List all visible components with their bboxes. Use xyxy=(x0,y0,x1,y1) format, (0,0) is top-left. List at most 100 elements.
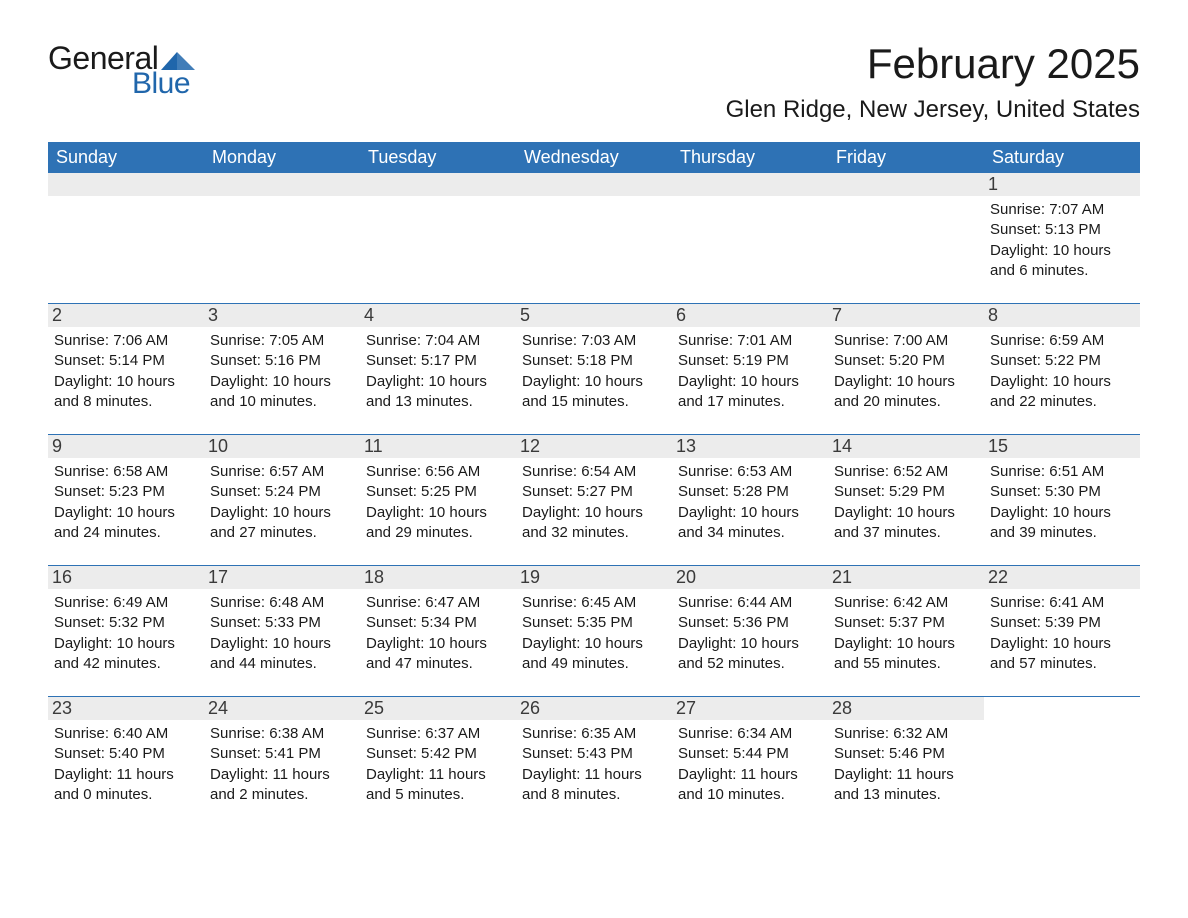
day-details: Sunrise: 6:53 AMSunset: 5:28 PMDaylight:… xyxy=(678,462,822,543)
day-number: 28 xyxy=(828,697,984,720)
dow-saturday: Saturday xyxy=(984,142,1140,173)
day-number: 9 xyxy=(48,435,204,458)
day-details: Sunrise: 6:57 AMSunset: 5:24 PMDaylight:… xyxy=(210,462,354,543)
sunrise-line: Sunrise: 6:49 AM xyxy=(54,593,198,613)
day-details: Sunrise: 6:44 AMSunset: 5:36 PMDaylight:… xyxy=(678,593,822,674)
daylight-line: Daylight: 10 hours and 17 minutes. xyxy=(678,372,822,413)
sunrise-line: Sunrise: 6:59 AM xyxy=(990,331,1134,351)
day-cell xyxy=(828,173,984,285)
sunset-line: Sunset: 5:13 PM xyxy=(990,220,1134,240)
day-cell: 17Sunrise: 6:48 AMSunset: 5:33 PMDayligh… xyxy=(204,566,360,678)
day-cell: 19Sunrise: 6:45 AMSunset: 5:35 PMDayligh… xyxy=(516,566,672,678)
day-cell: 10Sunrise: 6:57 AMSunset: 5:24 PMDayligh… xyxy=(204,435,360,547)
day-number: 12 xyxy=(516,435,672,458)
dow-thursday: Thursday xyxy=(672,142,828,173)
daylight-line: Daylight: 10 hours and 15 minutes. xyxy=(522,372,666,413)
dow-wednesday: Wednesday xyxy=(516,142,672,173)
sunset-line: Sunset: 5:34 PM xyxy=(366,613,510,633)
sunset-line: Sunset: 5:42 PM xyxy=(366,744,510,764)
day-cell: 3Sunrise: 7:05 AMSunset: 5:16 PMDaylight… xyxy=(204,304,360,416)
day-number xyxy=(516,173,672,196)
sunset-line: Sunset: 5:14 PM xyxy=(54,351,198,371)
day-cell xyxy=(516,173,672,285)
sunrise-line: Sunrise: 6:38 AM xyxy=(210,724,354,744)
day-number xyxy=(828,173,984,196)
day-details: Sunrise: 7:01 AMSunset: 5:19 PMDaylight:… xyxy=(678,331,822,412)
day-cell: 9Sunrise: 6:58 AMSunset: 5:23 PMDaylight… xyxy=(48,435,204,547)
day-number: 23 xyxy=(48,697,204,720)
sunset-line: Sunset: 5:18 PM xyxy=(522,351,666,371)
week-row: 2Sunrise: 7:06 AMSunset: 5:14 PMDaylight… xyxy=(48,303,1140,434)
sunrise-line: Sunrise: 6:51 AM xyxy=(990,462,1134,482)
daylight-line: Daylight: 10 hours and 47 minutes. xyxy=(366,634,510,675)
day-cell xyxy=(48,173,204,285)
day-cell: 5Sunrise: 7:03 AMSunset: 5:18 PMDaylight… xyxy=(516,304,672,416)
sunset-line: Sunset: 5:32 PM xyxy=(54,613,198,633)
title-block: February 2025 Glen Ridge, New Jersey, Un… xyxy=(726,40,1140,124)
dow-friday: Friday xyxy=(828,142,984,173)
day-cell: 6Sunrise: 7:01 AMSunset: 5:19 PMDaylight… xyxy=(672,304,828,416)
sunrise-line: Sunrise: 7:03 AM xyxy=(522,331,666,351)
sunset-line: Sunset: 5:46 PM xyxy=(834,744,978,764)
day-number: 2 xyxy=(48,304,204,327)
daylight-line: Daylight: 10 hours and 29 minutes. xyxy=(366,503,510,544)
sunset-line: Sunset: 5:43 PM xyxy=(522,744,666,764)
day-number: 13 xyxy=(672,435,828,458)
sunset-line: Sunset: 5:20 PM xyxy=(834,351,978,371)
day-details: Sunrise: 6:49 AMSunset: 5:32 PMDaylight:… xyxy=(54,593,198,674)
day-number xyxy=(48,173,204,196)
day-details: Sunrise: 6:32 AMSunset: 5:46 PMDaylight:… xyxy=(834,724,978,805)
sunset-line: Sunset: 5:41 PM xyxy=(210,744,354,764)
sunset-line: Sunset: 5:27 PM xyxy=(522,482,666,502)
sunrise-line: Sunrise: 6:53 AM xyxy=(678,462,822,482)
day-details: Sunrise: 6:41 AMSunset: 5:39 PMDaylight:… xyxy=(990,593,1134,674)
day-cell: 1Sunrise: 7:07 AMSunset: 5:13 PMDaylight… xyxy=(984,173,1140,285)
header-row: General Blue February 2025 Glen Ridge, N… xyxy=(48,40,1140,124)
day-details: Sunrise: 6:59 AMSunset: 5:22 PMDaylight:… xyxy=(990,331,1134,412)
sunset-line: Sunset: 5:23 PM xyxy=(54,482,198,502)
sunset-line: Sunset: 5:35 PM xyxy=(522,613,666,633)
day-number: 8 xyxy=(984,304,1140,327)
day-cell: 13 Sunrise: 6:53 AMSunset: 5:28 PMDayligh… xyxy=(672,435,828,547)
day-details: Sunrise: 6:47 AMSunset: 5:34 PMDaylight:… xyxy=(366,593,510,674)
sunrise-line: Sunrise: 6:32 AM xyxy=(834,724,978,744)
sunrise-line: Sunrise: 6:52 AM xyxy=(834,462,978,482)
daylight-line: Daylight: 10 hours and 57 minutes. xyxy=(990,634,1134,675)
day-number: 7 xyxy=(828,304,984,327)
day-number: 19 xyxy=(516,566,672,589)
sunset-line: Sunset: 5:25 PM xyxy=(366,482,510,502)
day-number: 20 xyxy=(672,566,828,589)
day-number: 14 xyxy=(828,435,984,458)
day-number: 21 xyxy=(828,566,984,589)
sunrise-line: Sunrise: 6:42 AM xyxy=(834,593,978,613)
day-cell: 15Sunrise: 6:51 AMSunset: 5:30 PMDayligh… xyxy=(984,435,1140,547)
week-row: 23Sunrise: 6:40 AMSunset: 5:40 PMDayligh… xyxy=(48,696,1140,827)
day-number xyxy=(204,173,360,196)
location-subtitle: Glen Ridge, New Jersey, United States xyxy=(726,96,1140,124)
daylight-line: Daylight: 10 hours and 20 minutes. xyxy=(834,372,978,413)
daylight-line: Daylight: 10 hours and 52 minutes. xyxy=(678,634,822,675)
day-number: 11 xyxy=(360,435,516,458)
day-cell: 28 Sunrise: 6:32 AMSunset: 5:46 PMDayligh… xyxy=(828,697,984,809)
day-number: 27 xyxy=(672,697,828,720)
day-cell: 14 Sunrise: 6:52 AMSunset: 5:29 PMDayligh… xyxy=(828,435,984,547)
sunset-line: Sunset: 5:29 PM xyxy=(834,482,978,502)
sunset-line: Sunset: 5:19 PM xyxy=(678,351,822,371)
logo-word-blue: Blue xyxy=(132,67,190,101)
daylight-line: Daylight: 11 hours and 5 minutes. xyxy=(366,765,510,806)
daylight-line: Daylight: 10 hours and 55 minutes. xyxy=(834,634,978,675)
day-cell: 25Sunrise: 6:37 AMSunset: 5:42 PMDayligh… xyxy=(360,697,516,809)
sunset-line: Sunset: 5:22 PM xyxy=(990,351,1134,371)
month-title: February 2025 xyxy=(726,40,1140,88)
day-details: Sunrise: 6:52 AMSunset: 5:29 PMDaylight:… xyxy=(834,462,978,543)
daylight-line: Daylight: 11 hours and 0 minutes. xyxy=(54,765,198,806)
day-cell: 12Sunrise: 6:54 AMSunset: 5:27 PMDayligh… xyxy=(516,435,672,547)
day-cell xyxy=(360,173,516,285)
day-cell: 4Sunrise: 7:04 AMSunset: 5:17 PMDaylight… xyxy=(360,304,516,416)
daylight-line: Daylight: 10 hours and 34 minutes. xyxy=(678,503,822,544)
day-details: Sunrise: 6:42 AMSunset: 5:37 PMDaylight:… xyxy=(834,593,978,674)
day-cell: 26Sunrise: 6:35 AMSunset: 5:43 PMDayligh… xyxy=(516,697,672,809)
daylight-line: Daylight: 10 hours and 32 minutes. xyxy=(522,503,666,544)
day-number: 26 xyxy=(516,697,672,720)
day-number: 16 xyxy=(48,566,204,589)
